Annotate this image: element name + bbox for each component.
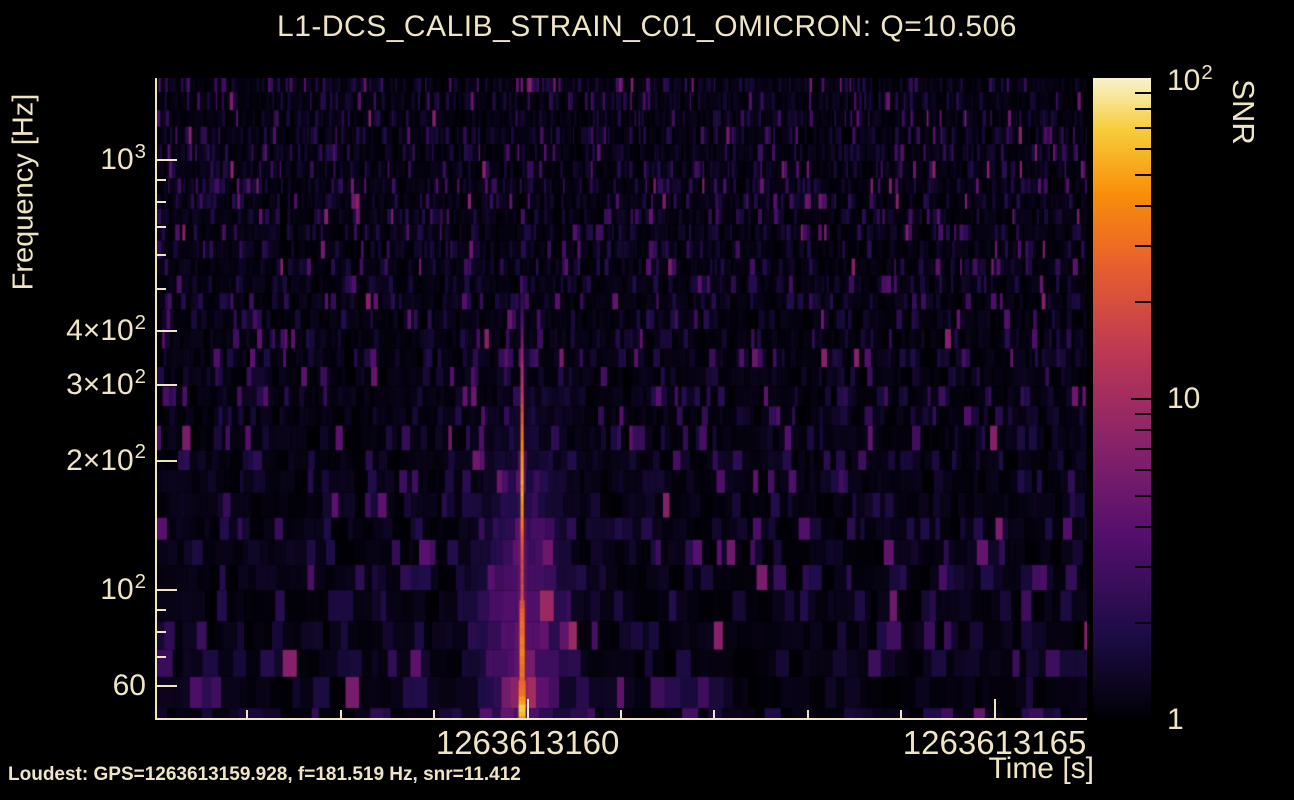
x-tick xyxy=(433,710,436,718)
x-tick xyxy=(806,710,809,718)
y-tick xyxy=(155,158,177,161)
x-tick-label: 1263613165 xyxy=(902,724,1087,761)
colorbar-tick xyxy=(1135,244,1151,247)
colorbar-tick xyxy=(1135,148,1151,151)
x-tick xyxy=(246,710,249,718)
x-axis-label: Time [s] xyxy=(988,752,1094,785)
colorbar-tick xyxy=(1135,525,1151,528)
x-tick xyxy=(526,699,529,718)
y-tick xyxy=(155,684,177,687)
y-tick xyxy=(155,178,166,181)
x-tick xyxy=(993,699,996,718)
colorbar-tick xyxy=(1135,91,1151,94)
colorbar-tick xyxy=(1131,398,1151,400)
chart-title: L1-DCS_CALIB_STRAIN_C01_OMICRON: Q=10.50… xyxy=(277,10,1017,43)
y-tick xyxy=(155,383,177,386)
x-tick xyxy=(620,710,622,718)
plot-area xyxy=(155,78,1087,720)
y-tick-label: 103 xyxy=(100,140,146,176)
colorbar-tick xyxy=(1135,429,1151,432)
y-tick xyxy=(155,225,166,228)
colorbar-tick xyxy=(1135,108,1151,111)
x-tick xyxy=(900,710,903,718)
y-tick-label: 4×102 xyxy=(66,311,146,348)
y-tick xyxy=(155,608,166,611)
y-tick xyxy=(155,330,177,333)
colorbar-tick-label: 102 xyxy=(1167,61,1213,97)
x-tick xyxy=(713,710,716,718)
colorbar-tick xyxy=(1135,469,1151,472)
y-axis-label: Frequency [Hz] xyxy=(7,93,40,291)
colorbar-tick xyxy=(1135,565,1151,568)
y-tick xyxy=(155,459,177,462)
colorbar-tick xyxy=(1135,301,1151,304)
colorbar-tick xyxy=(1135,412,1151,415)
y-tick xyxy=(155,655,166,658)
colorbar-tick xyxy=(1135,447,1151,450)
spectrogram-canvas xyxy=(157,78,1087,718)
y-tick xyxy=(155,254,166,257)
colorbar-tick xyxy=(1135,173,1151,176)
y-tick-label: 102 xyxy=(100,570,146,607)
x-tick xyxy=(339,710,342,718)
colorbar-tick-label: 1 xyxy=(1167,703,1184,736)
y-tick-label: 3×102 xyxy=(66,365,146,401)
loudest-annotation: Loudest: GPS=1263613159.928, f=181.519 H… xyxy=(8,764,521,785)
colorbar-tick-label: 10 xyxy=(1167,382,1201,415)
colorbar-label: SNR xyxy=(1226,79,1261,145)
y-tick xyxy=(155,589,177,592)
colorbar-tick xyxy=(1135,494,1151,497)
y-tick-label: 2×102 xyxy=(66,441,146,477)
y-tick xyxy=(155,630,166,633)
x-tick-label: 1263613160 xyxy=(435,724,620,761)
colorbar-tick xyxy=(1135,622,1151,625)
colorbar-tick xyxy=(1135,126,1151,129)
colorbar-tick xyxy=(1135,204,1151,207)
y-tick xyxy=(155,200,166,203)
y-tick-label: 60 xyxy=(112,668,146,702)
y-tick xyxy=(155,288,166,291)
